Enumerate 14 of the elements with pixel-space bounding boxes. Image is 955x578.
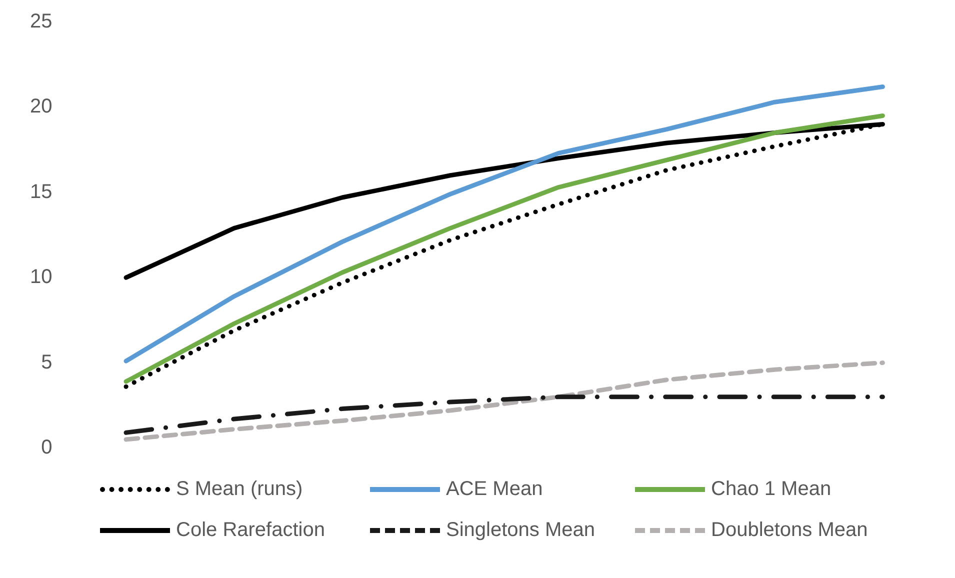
legend-label: Doubletons Mean bbox=[711, 519, 868, 542]
y-tick-label: 20 bbox=[30, 96, 52, 118]
legend-label: Cole Rarefaction bbox=[176, 519, 325, 542]
y-tick-label: 5 bbox=[41, 351, 52, 374]
y-tick-label: 0 bbox=[41, 436, 52, 459]
line-series bbox=[124, 394, 885, 435]
legend-label: ACE Mean bbox=[446, 478, 543, 501]
y-tick-label: 10 bbox=[30, 266, 52, 288]
line-series bbox=[124, 360, 885, 442]
legend-label: S Mean (runs) bbox=[176, 478, 303, 501]
legend-label: Singletons Mean bbox=[446, 519, 595, 542]
y-tick-label: 25 bbox=[30, 10, 52, 33]
legend-label: Chao 1 Mean bbox=[711, 478, 832, 501]
y-tick-label: 15 bbox=[30, 180, 52, 203]
